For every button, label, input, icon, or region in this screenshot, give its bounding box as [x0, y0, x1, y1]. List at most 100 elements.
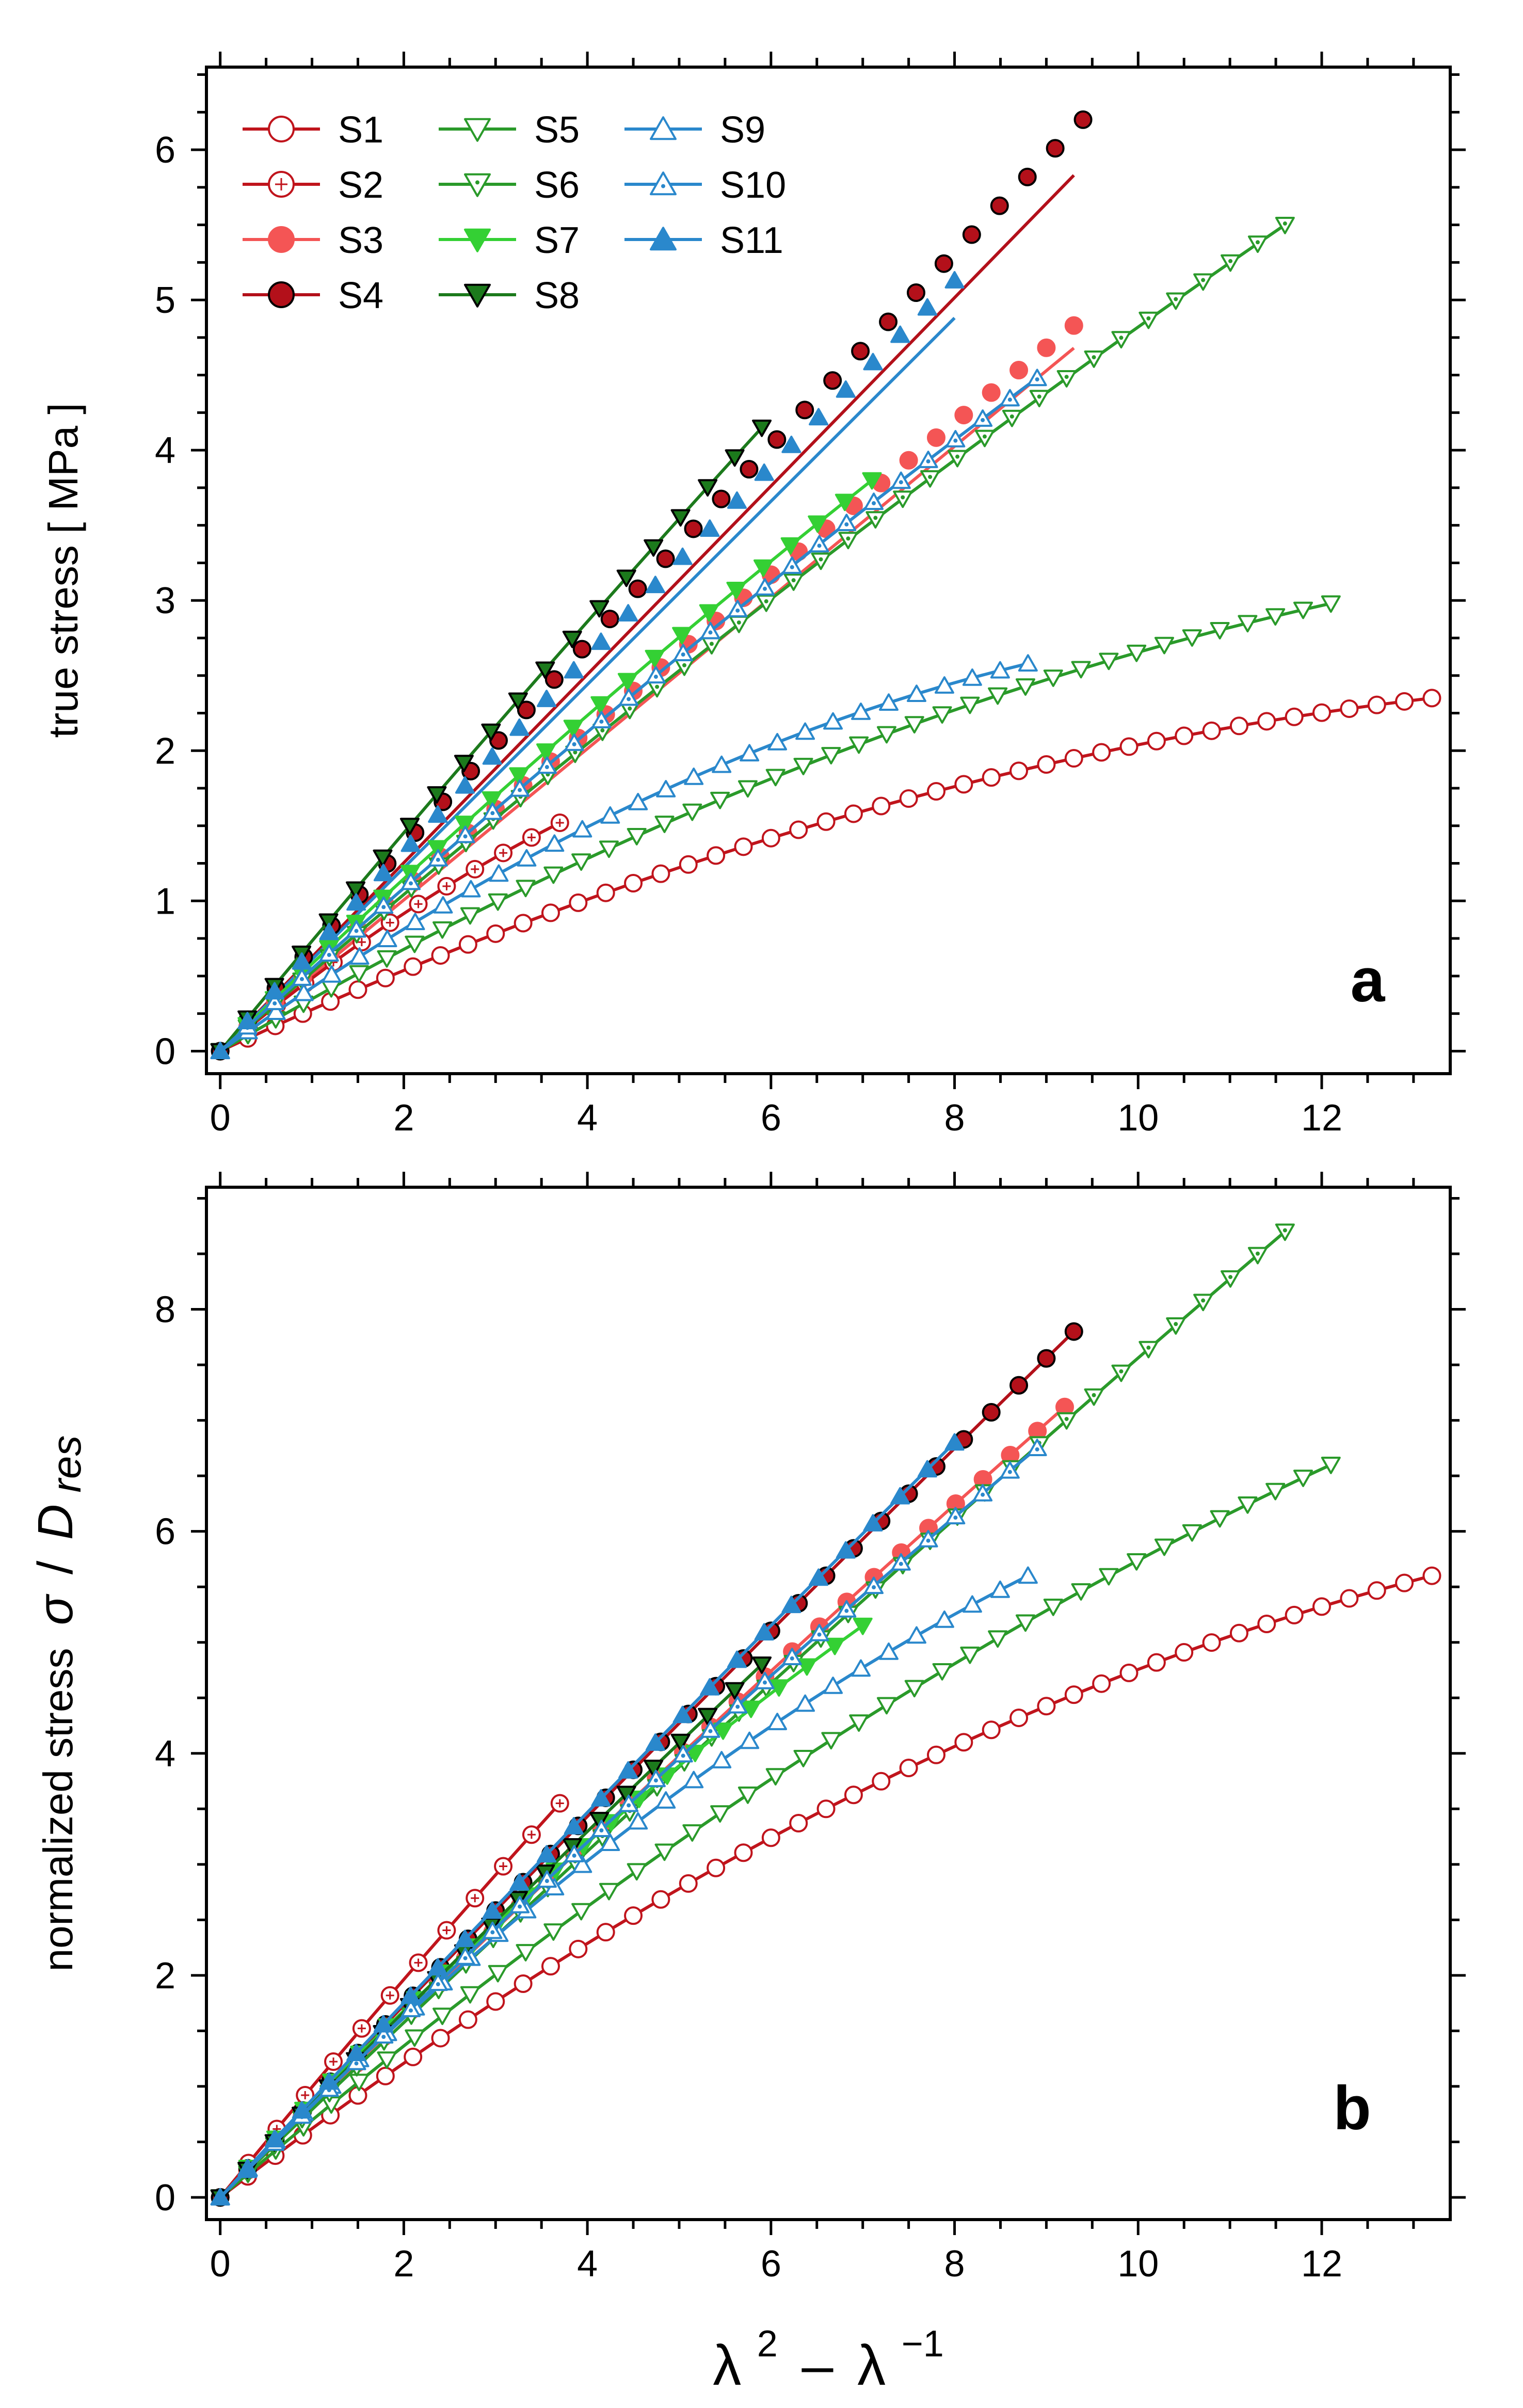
marker-s11	[917, 1460, 937, 1478]
marker-s1	[789, 820, 808, 839]
marker-s11	[863, 1514, 883, 1532]
marker-s10-dot	[599, 719, 604, 724]
marker-s11	[265, 2130, 285, 2148]
marker-s5	[1210, 1510, 1230, 1528]
marker-s5	[516, 1944, 536, 1962]
x-tick-label: 2	[393, 1097, 414, 1139]
marker-s6-dot	[628, 706, 632, 711]
marker-s11	[700, 1678, 720, 1696]
marker-s8	[399, 818, 420, 836]
marker-s10-dot	[436, 857, 440, 862]
marker-s4	[990, 196, 1009, 215]
marker-s4	[628, 579, 647, 598]
y-tick-label: 0	[155, 2177, 175, 2219]
marker-s2-plus	[471, 1894, 479, 1903]
marker-s1	[1395, 692, 1414, 711]
marker-s6-dot	[1228, 1274, 1233, 1279]
marker-s1	[707, 1858, 726, 1877]
legend-label: S10	[720, 165, 786, 206]
legend-item-s7: S7	[439, 220, 580, 261]
marker-s11	[237, 2159, 258, 2177]
marker-s8	[535, 661, 555, 679]
marker-s8	[616, 1785, 636, 1804]
marker-s6-dot	[1037, 394, 1041, 399]
marker-s9	[600, 806, 620, 824]
y-label-sigma: σ	[28, 1593, 83, 1625]
marker-s6-dot	[600, 728, 605, 732]
marker-s6-dot	[791, 578, 796, 583]
marker-s3	[899, 451, 918, 470]
marker-s10-dot	[327, 952, 331, 957]
marker-s10-dot	[762, 586, 767, 591]
marker-s9	[433, 896, 453, 914]
marker-s5	[460, 1986, 480, 2004]
y-tick-label: 4	[155, 1733, 175, 1775]
marker-s7	[427, 840, 447, 858]
y-tick-label: 5	[155, 280, 175, 321]
marker-s11	[890, 1487, 910, 1505]
marker-s10-dot	[708, 630, 713, 635]
marker-s7	[726, 581, 746, 599]
series-line-s9	[219, 662, 1029, 1052]
marker-s11	[836, 1541, 856, 1559]
marker-s3	[954, 406, 973, 425]
marker-s11	[944, 1433, 965, 1451]
marker-s10-dot	[599, 1828, 604, 1832]
marker-s5	[738, 1787, 758, 1804]
marker-s5	[1321, 1457, 1341, 1474]
marker-s9	[712, 755, 732, 773]
panel-b: 0 2 4 6 8 10 12 0 2 4 6 8 b normalized stress σ / D…	[28, 1172, 1466, 2397]
marker-s10-dot	[518, 788, 522, 792]
marker-s1	[1257, 1614, 1276, 1633]
marker-s5	[1293, 1470, 1313, 1487]
legend-marker	[464, 173, 491, 197]
marker-s10-dot	[681, 652, 685, 657]
marker-s5	[1321, 595, 1341, 613]
marker-s1	[1229, 1623, 1248, 1642]
marker-s1	[926, 1745, 945, 1764]
marker-s5	[876, 1697, 896, 1715]
marker-s4	[795, 401, 814, 420]
marker-s11	[591, 632, 611, 650]
legend-marker	[464, 283, 491, 308]
marker-s1	[1202, 721, 1221, 740]
marker-s5	[571, 1903, 591, 1921]
marker-s8	[508, 692, 528, 710]
marker-s7	[780, 537, 800, 555]
marker-s1	[1395, 1573, 1414, 1592]
marker-s1	[1367, 695, 1386, 714]
marker-s8	[670, 1733, 691, 1751]
marker-s6-dot	[1092, 1393, 1096, 1397]
marker-s11	[618, 1761, 638, 1779]
marker-s9	[878, 1642, 899, 1660]
marker-s9	[990, 661, 1010, 679]
x-label-exp-2: −1	[902, 2323, 944, 2365]
marker-s5	[904, 716, 924, 733]
legend-marker	[650, 116, 677, 140]
y-tick-label: 4	[155, 430, 175, 471]
marker-s6-dot	[764, 599, 768, 603]
legend-label: S11	[720, 220, 783, 261]
marker-s10-dot	[953, 1516, 958, 1520]
marker-s11	[727, 1650, 747, 1668]
legend-item-s11: S11	[624, 220, 783, 261]
marker-s4	[544, 670, 564, 689]
marker-s5	[432, 921, 453, 939]
marker-s1	[1340, 1589, 1359, 1608]
marker-s1	[651, 1890, 670, 1909]
marker-s1	[1119, 1663, 1139, 1682]
legend-item-s3: S3	[243, 220, 383, 261]
marker-s1	[734, 1843, 753, 1862]
marker-s11	[237, 1012, 258, 1029]
marker-s6-dot	[573, 750, 578, 755]
x-tick-label: 2	[393, 2243, 414, 2285]
marker-s8	[346, 881, 366, 899]
marker-s3	[1064, 316, 1083, 335]
marker-s11	[672, 1705, 693, 1724]
panel-a-label: a	[1351, 946, 1386, 1015]
marker-s6-dot	[1119, 336, 1124, 340]
marker-s9	[517, 849, 537, 867]
marker-s5	[765, 1768, 785, 1786]
marker-s11	[890, 325, 910, 343]
